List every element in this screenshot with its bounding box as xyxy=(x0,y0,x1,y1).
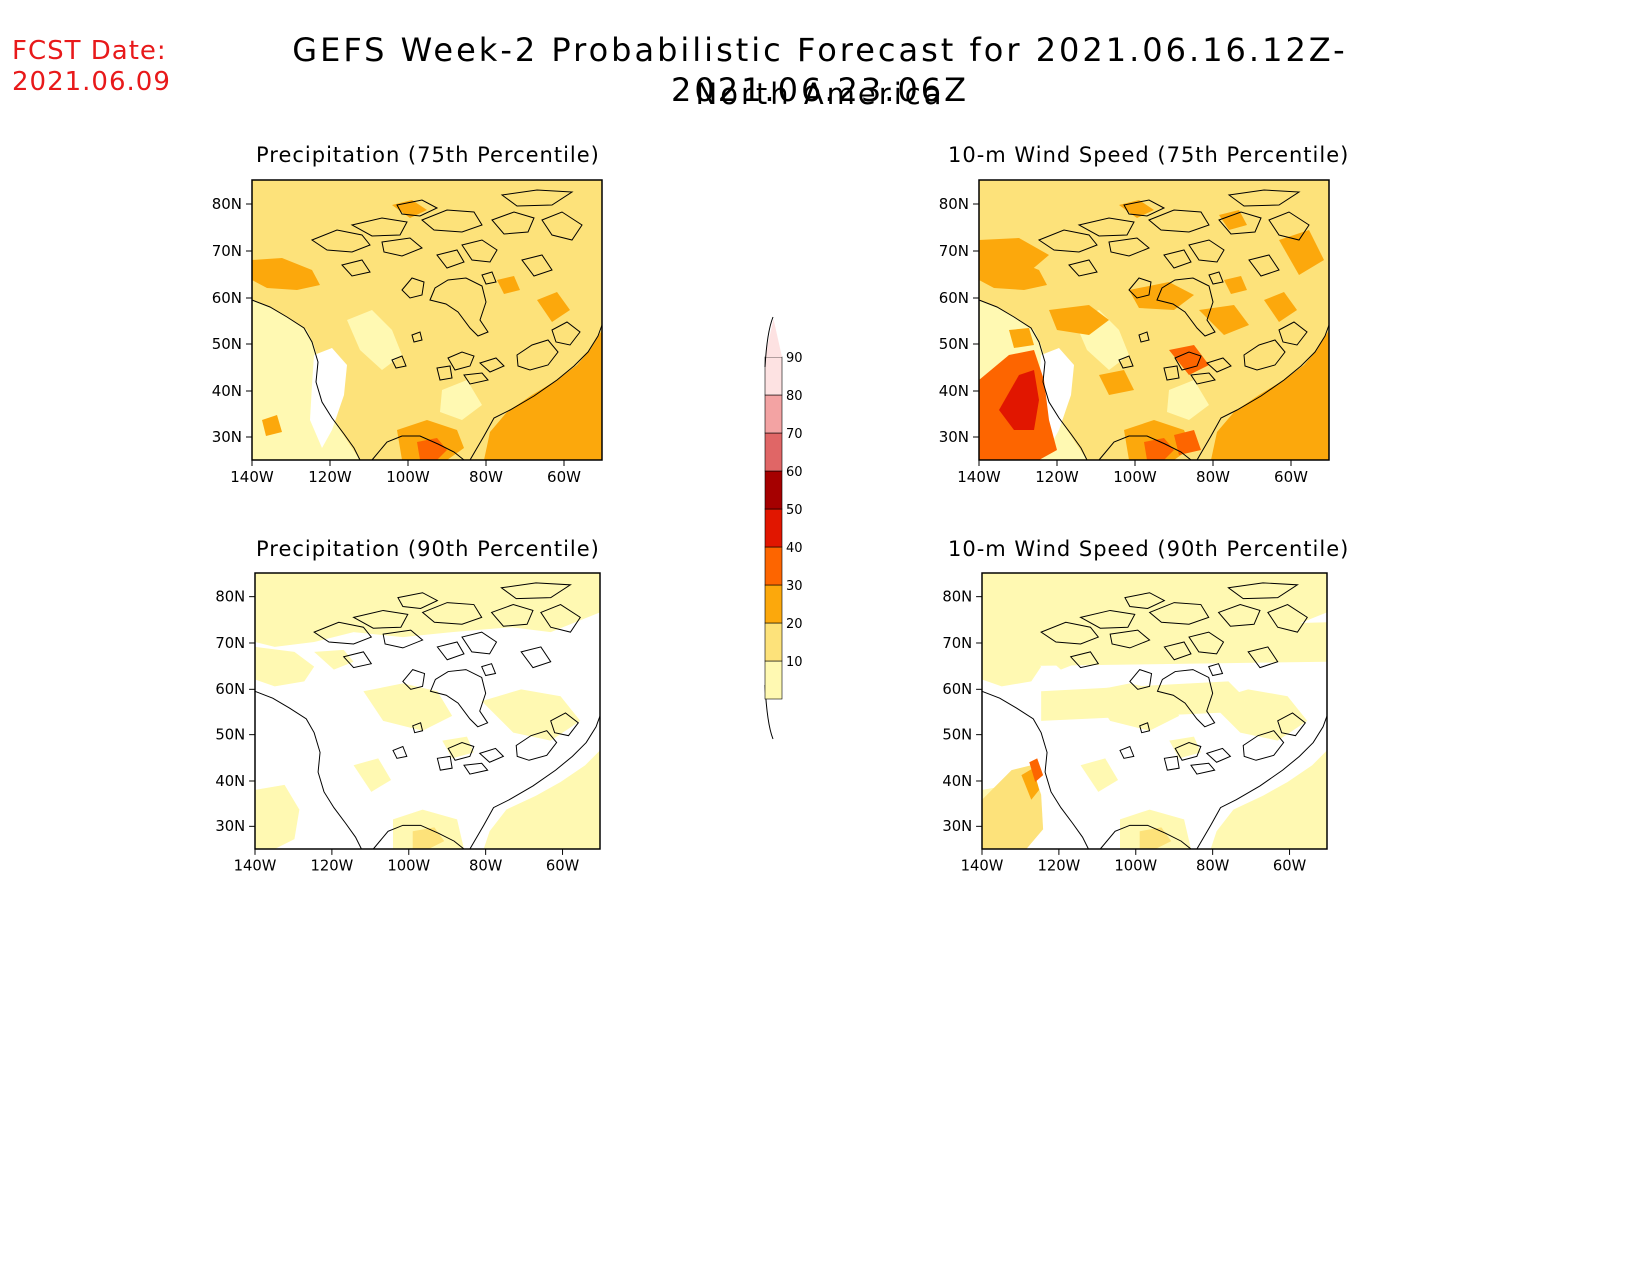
lon-tick-label: 80W xyxy=(469,468,503,486)
lat-tick-label: 70N xyxy=(212,242,242,260)
lat-tick-label: 50N xyxy=(212,335,242,353)
panel-title-wind-90: 10-m Wind Speed (90th Percentile) xyxy=(948,537,1350,561)
lat-tick-label: 40N xyxy=(939,382,969,400)
lat-tick-label: 70N xyxy=(942,635,972,652)
lat-tick-label: 40N xyxy=(215,773,245,790)
lat-tick-label: 50N xyxy=(942,727,972,744)
lat-tick-label: 70N xyxy=(939,242,969,260)
panel-title-precip-75: Precipitation (75th Percentile) xyxy=(256,143,600,167)
lon-tick-label: 140W xyxy=(234,858,277,875)
lat-tick-label: 50N xyxy=(939,335,969,353)
lat-tick-label: 60N xyxy=(212,289,242,307)
legend-swatch xyxy=(764,546,783,586)
lon-tick-label: 140W xyxy=(230,468,274,486)
legend-label: 60 xyxy=(786,465,803,480)
lon-tick-label: 60W xyxy=(546,858,580,875)
lat-tick-label: 60N xyxy=(942,681,972,698)
map-wind-75: 140W 120W 100W 80W 60W 80N 70N 60N 50N 40N 30N xyxy=(939,179,1330,486)
fcst-date-heading: FCST Date: xyxy=(12,36,167,66)
lat-tick-label: 40N xyxy=(942,773,972,790)
lon-tick-label: 60W xyxy=(547,468,581,486)
lat-tick-label: 60N xyxy=(215,681,245,698)
lon-tick-label: 80W xyxy=(1196,468,1230,486)
lon-tick-label: 120W xyxy=(1035,468,1079,486)
map-precip-75: 140W 120W 100W 80W 60W 80N 70N 60N 50N 40N 30N xyxy=(212,179,603,486)
lat-tick-label: 40N xyxy=(212,382,242,400)
panel-title-wind-75: 10-m Wind Speed (75th Percentile) xyxy=(948,143,1350,167)
lat-tick-label: 30N xyxy=(212,428,242,446)
fcst-date-value: 2021.06.09 xyxy=(12,67,171,97)
lon-tick-label: 60W xyxy=(1274,468,1308,486)
lon-tick-label: 80W xyxy=(1196,858,1230,875)
color-legend: 10 20 30 40 50 60 70 80 90 xyxy=(764,316,803,740)
lon-tick-label: 100W xyxy=(1113,468,1157,486)
lon-tick-label: 80W xyxy=(469,858,503,875)
lat-tick-label: 50N xyxy=(215,727,245,744)
figure-title: GEFS Week-2 Probabilistic Forecast for 2… xyxy=(292,31,1348,109)
lon-tick-label: 120W xyxy=(1037,858,1080,875)
map-precip-90: 140W 120W 100W 80W 60W 80N 70N 60N 50N 40N 30N xyxy=(215,572,601,875)
legend-label: 70 xyxy=(786,427,803,442)
lon-tick-label: 100W xyxy=(386,468,430,486)
lat-tick-label: 30N xyxy=(939,428,969,446)
figure-subtitle: North America xyxy=(695,77,945,111)
lon-tick-label: 140W xyxy=(961,858,1004,875)
legend-swatch xyxy=(764,508,783,548)
lat-tick-label: 80N xyxy=(215,589,245,606)
lat-tick-label: 60N xyxy=(939,289,969,307)
panel-title-precip-90: Precipitation (90th Percentile) xyxy=(256,537,600,561)
legend-label: 10 xyxy=(786,655,803,670)
legend-swatch xyxy=(764,394,783,434)
lat-tick-label: 80N xyxy=(212,195,242,213)
lat-tick-label: 80N xyxy=(942,589,972,606)
lon-tick-label: 100W xyxy=(387,858,430,875)
lon-tick-label: 120W xyxy=(310,858,353,875)
lat-tick-label: 80N xyxy=(939,195,969,213)
legend-swatch xyxy=(764,622,783,662)
legend-label: 50 xyxy=(786,503,803,518)
lon-tick-label: 140W xyxy=(957,468,1001,486)
lat-tick-label: 70N xyxy=(215,635,245,652)
legend-swatch xyxy=(764,584,783,624)
legend-swatch xyxy=(764,470,783,510)
legend-label: 40 xyxy=(786,541,803,556)
legend-swatch xyxy=(764,432,783,472)
legend-swatch xyxy=(764,660,783,700)
legend-label: 30 xyxy=(786,579,803,594)
legend-label: 90 xyxy=(786,351,803,366)
forecast-date-label: FCST Date: 2021.06.09 xyxy=(12,36,171,98)
map-wind-90: 140W 120W 100W 80W 60W 80N 70N 60N 50N 40N 30N xyxy=(942,572,1328,875)
legend-label: 20 xyxy=(786,617,803,632)
lon-tick-label: 100W xyxy=(1114,858,1157,875)
lat-tick-label: 30N xyxy=(942,818,972,835)
legend-swatch xyxy=(764,356,783,396)
lon-tick-label: 60W xyxy=(1273,858,1307,875)
lon-tick-label: 120W xyxy=(308,468,352,486)
lat-tick-label: 30N xyxy=(215,818,245,835)
legend-label: 80 xyxy=(786,389,803,404)
